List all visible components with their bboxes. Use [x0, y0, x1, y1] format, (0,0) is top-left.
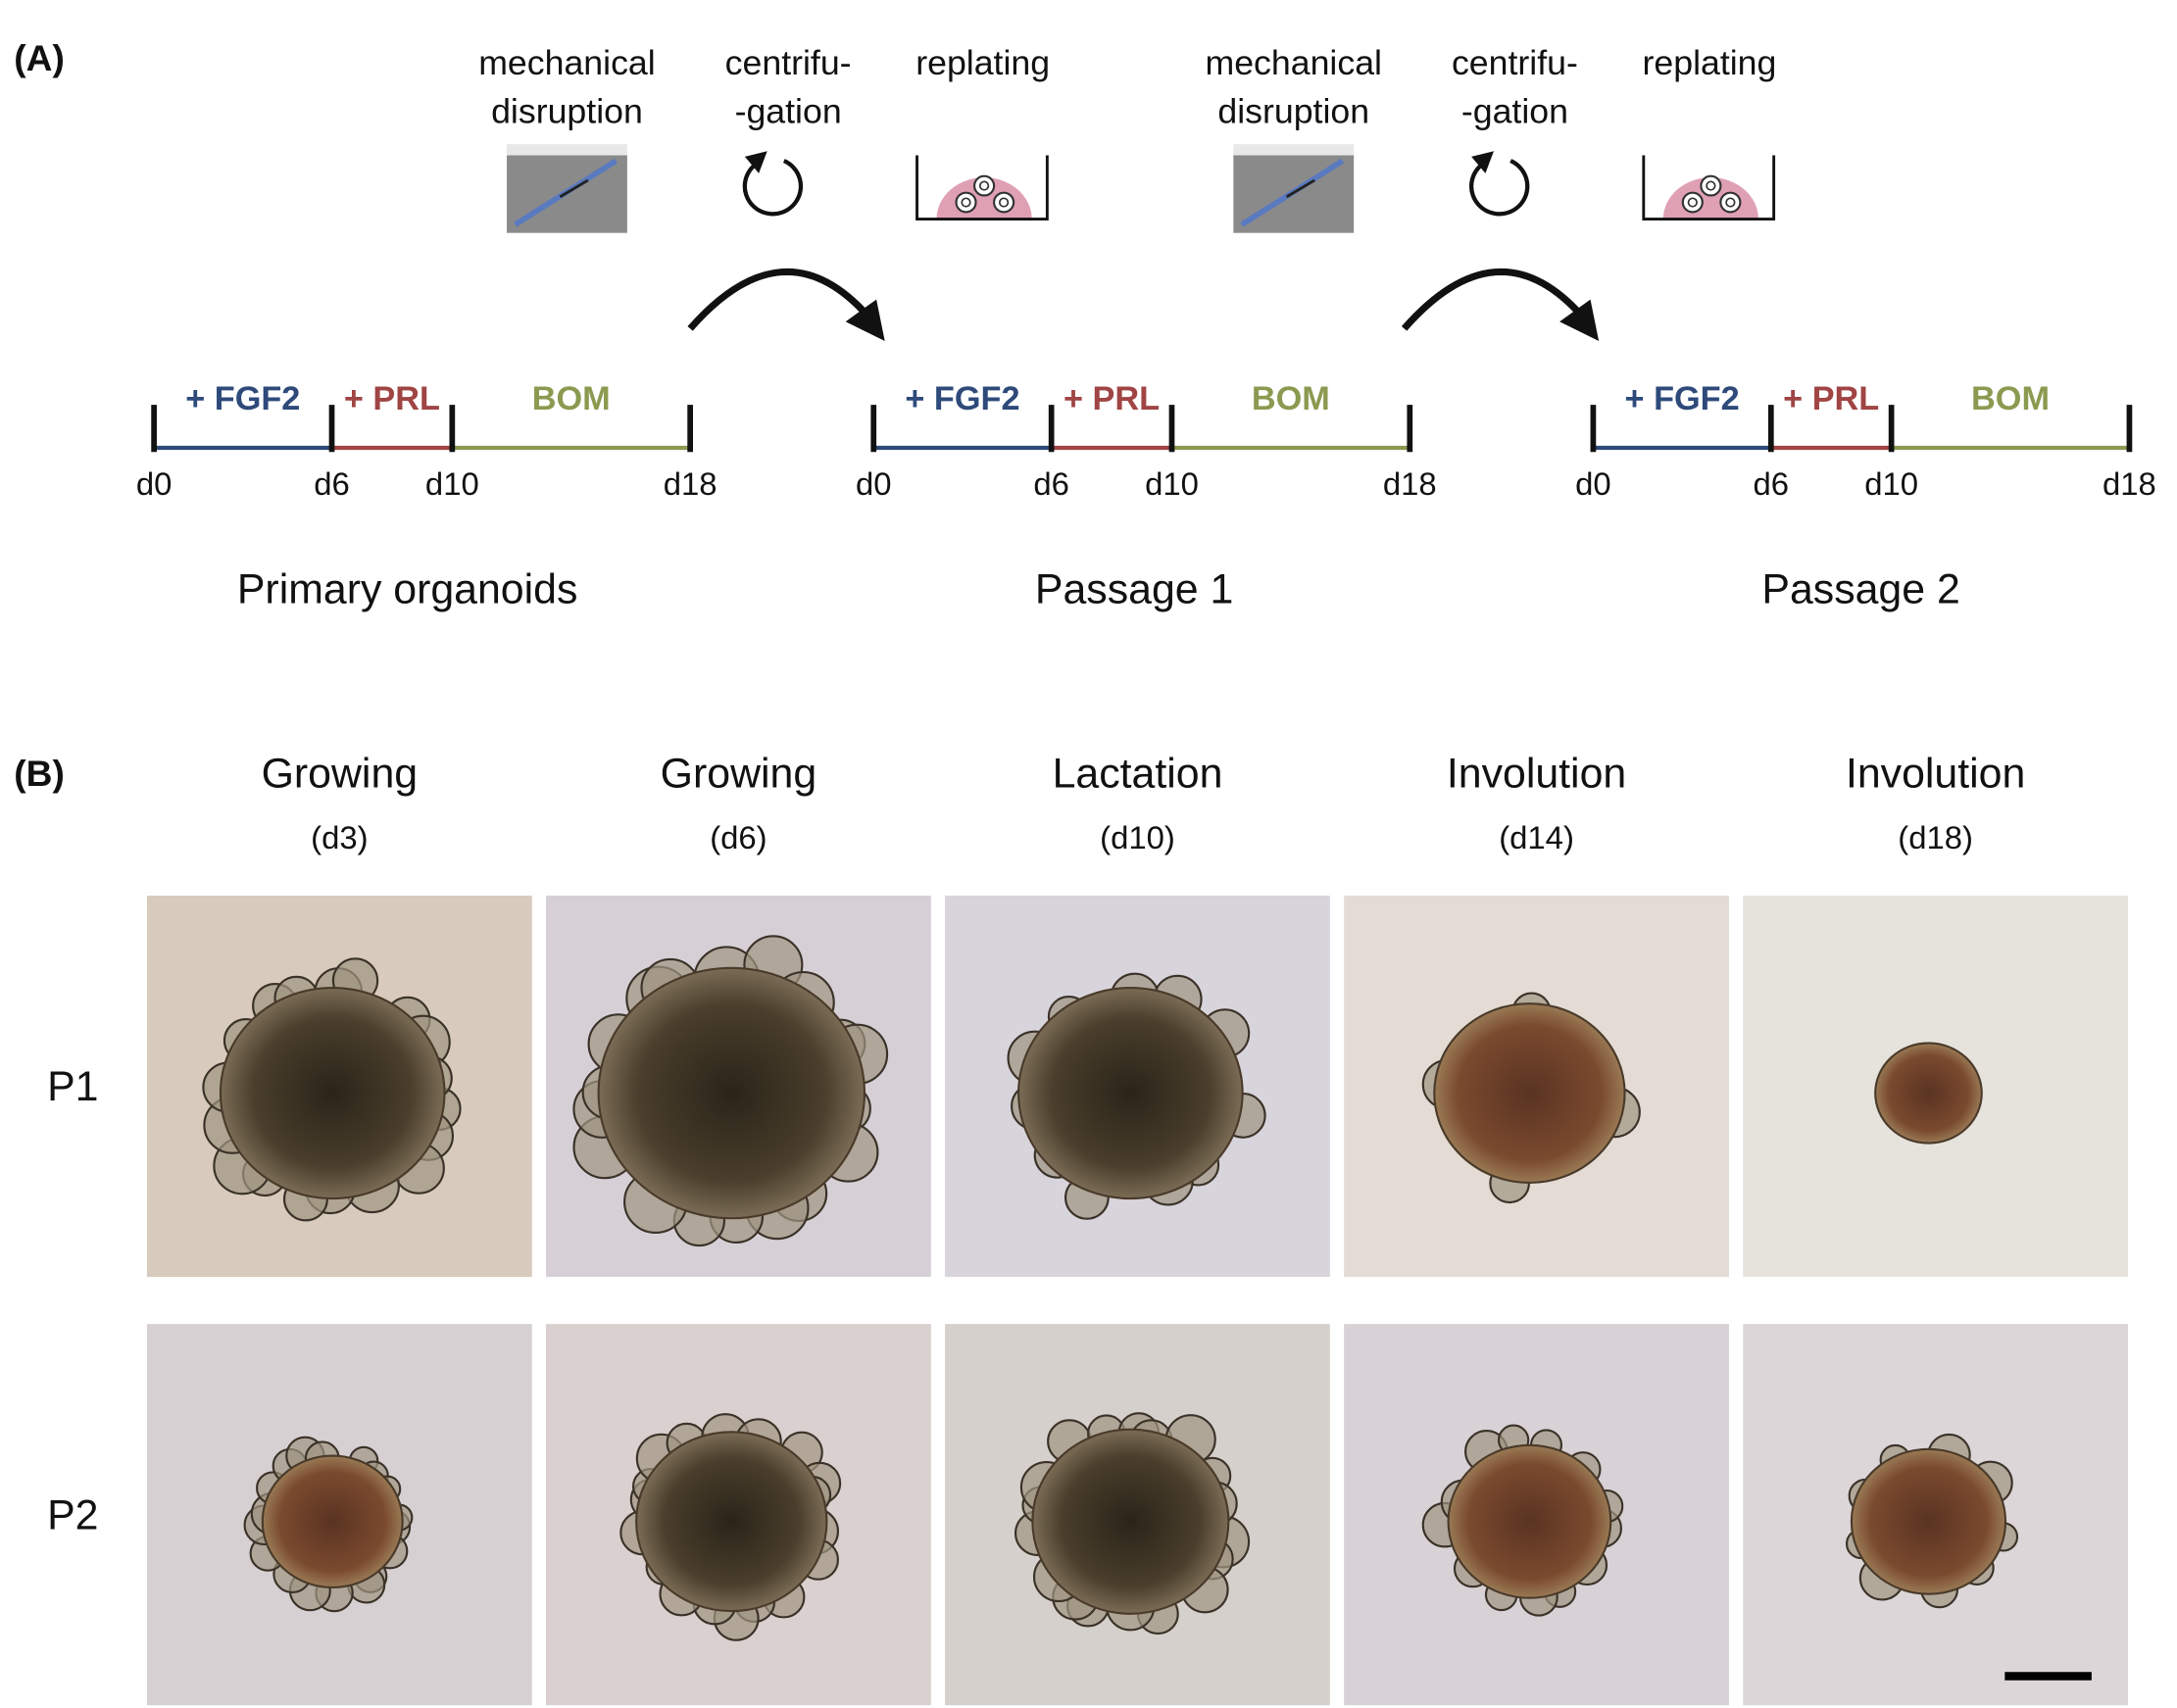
transition-arrow [1559, 299, 1600, 342]
step-label: mechanical [478, 43, 656, 82]
day-label: (d14) [1499, 819, 1574, 855]
pipette-icon [507, 144, 627, 156]
transition-arrow [687, 268, 871, 331]
rotate-icon [1468, 159, 1530, 217]
row-label: P2 [47, 1492, 98, 1539]
step-label: centrifu- [1452, 43, 1578, 82]
organoid [1850, 1447, 2007, 1595]
day-label: d18 [2103, 465, 2156, 502]
rotate-icon [744, 151, 767, 173]
dish-icon [1687, 197, 1698, 208]
transition-arrow [1401, 268, 1585, 331]
treatment-label: BOM [1971, 380, 2050, 417]
rotate-icon [1471, 151, 1494, 173]
treatment-label: BOM [532, 380, 611, 417]
treatment-label: BOM [1252, 380, 1330, 417]
organoid [597, 966, 866, 1220]
dish-icon [1700, 174, 1722, 197]
step-label: centrifu- [725, 43, 852, 82]
step-label: replating [1643, 43, 1777, 82]
day-label: d10 [1145, 465, 1199, 502]
day-label: (d6) [710, 819, 767, 855]
stage-label: Growing [262, 751, 418, 798]
day-label: d6 [1754, 465, 1790, 502]
treatment-label: + PRL [344, 380, 440, 417]
dish-icon [915, 155, 1049, 220]
day-label: d18 [1383, 465, 1437, 502]
stage-label: Involution [1846, 751, 2025, 798]
day-label: (d10) [1100, 819, 1175, 855]
treatment-label: + FGF2 [185, 380, 300, 417]
day-label: d0 [856, 465, 892, 502]
step-label: replating [915, 43, 1050, 82]
pipette-icon [1233, 144, 1355, 156]
timeline-caption: Passage 1 [1035, 566, 1233, 613]
organoid [1447, 1443, 1612, 1599]
day-label: d10 [425, 465, 479, 502]
day-label: d0 [136, 465, 173, 502]
dish-icon [1725, 197, 1736, 208]
step-label: mechanical [1205, 43, 1382, 82]
stage-label: Lactation [1053, 751, 1223, 798]
treatment-label: + PRL [1064, 380, 1160, 417]
pipette-icon [559, 178, 589, 199]
dish-icon [1642, 155, 1776, 220]
organoid [261, 1454, 404, 1588]
day-label: d6 [314, 465, 350, 502]
step-label: -gation [1461, 92, 1568, 131]
dish-icon [973, 174, 996, 197]
treatment-label: + PRL [1783, 380, 1879, 417]
organoid [1433, 1002, 1626, 1185]
day-label: d10 [1864, 465, 1918, 502]
stage-label: Involution [1447, 751, 1626, 798]
day-label: (d3) [311, 819, 368, 855]
step-label: disruption [491, 92, 643, 131]
dish-icon [961, 197, 971, 208]
treatment-label: + FGF2 [905, 380, 1019, 417]
organoid [1017, 986, 1244, 1200]
dish-icon [1719, 191, 1742, 214]
dish-icon [955, 191, 977, 214]
step-label: -gation [735, 92, 842, 131]
row-label: P1 [47, 1063, 98, 1110]
treatment-label: + FGF2 [1625, 380, 1740, 417]
step-label: disruption [1217, 92, 1369, 131]
dish-icon [978, 180, 990, 191]
panel-label: (B) [14, 754, 65, 794]
day-label: d0 [1575, 465, 1611, 502]
day-label: (d18) [1898, 819, 1973, 855]
timeline-caption: Primary organoids [237, 566, 578, 613]
transition-arrow [845, 299, 885, 342]
rotate-icon [742, 159, 804, 217]
stage-label: Growing [661, 751, 816, 798]
dish-icon [1706, 180, 1716, 191]
day-label: d6 [1033, 465, 1069, 502]
dish-icon [998, 197, 1010, 208]
dish-icon [1681, 191, 1704, 214]
timeline-caption: Passage 2 [1761, 566, 1959, 613]
organoid [1874, 1042, 1983, 1145]
panel-label: (A) [14, 38, 65, 78]
dish-icon [993, 191, 1015, 214]
organoid [219, 986, 446, 1200]
organoid [1031, 1428, 1230, 1615]
day-label: d18 [664, 465, 717, 502]
organoid [635, 1431, 828, 1613]
pipette-icon [1285, 178, 1315, 199]
